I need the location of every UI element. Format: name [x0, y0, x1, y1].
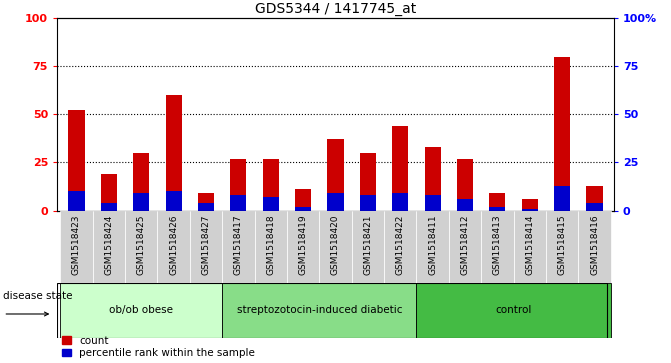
Text: GSM1518416: GSM1518416 — [590, 214, 599, 275]
Text: GSM1518412: GSM1518412 — [460, 214, 470, 275]
Bar — [133, 193, 150, 211]
Bar — [60, 211, 93, 283]
Bar — [101, 174, 117, 211]
Bar — [198, 203, 214, 211]
Bar — [230, 159, 246, 211]
Bar — [262, 197, 279, 211]
Bar — [327, 193, 344, 211]
Bar — [521, 199, 538, 211]
Text: GSM1518421: GSM1518421 — [364, 214, 372, 275]
Bar — [554, 185, 570, 211]
Bar — [513, 211, 546, 283]
Text: GSM1518423: GSM1518423 — [72, 214, 81, 275]
Bar — [586, 185, 603, 211]
Bar — [101, 203, 117, 211]
Bar — [327, 139, 344, 211]
Bar — [295, 189, 311, 211]
Bar — [425, 147, 441, 211]
Bar — [68, 191, 85, 211]
Text: GSM1518420: GSM1518420 — [331, 214, 340, 275]
Bar — [254, 211, 287, 283]
Text: GSM1518417: GSM1518417 — [234, 214, 243, 275]
Bar — [222, 211, 254, 283]
Bar — [190, 211, 222, 283]
Bar — [198, 193, 214, 211]
Text: disease state: disease state — [3, 291, 73, 301]
Bar — [417, 211, 449, 283]
Bar — [449, 211, 481, 283]
Bar — [295, 207, 311, 211]
Text: GSM1518415: GSM1518415 — [558, 214, 566, 275]
Bar — [166, 95, 182, 211]
Bar — [60, 283, 222, 338]
Bar — [546, 211, 578, 283]
Bar — [384, 211, 417, 283]
Bar — [392, 126, 409, 211]
Text: GSM1518422: GSM1518422 — [396, 214, 405, 274]
Bar — [578, 211, 611, 283]
Text: control: control — [495, 305, 532, 315]
Title: GDS5344 / 1417745_at: GDS5344 / 1417745_at — [255, 2, 416, 16]
Bar — [93, 211, 125, 283]
Bar — [360, 153, 376, 211]
Bar — [230, 195, 246, 211]
Text: GSM1518424: GSM1518424 — [105, 214, 113, 274]
Bar — [417, 283, 611, 338]
Text: GSM1518426: GSM1518426 — [169, 214, 178, 275]
Bar — [319, 211, 352, 283]
Text: GSM1518425: GSM1518425 — [137, 214, 146, 275]
Legend: count, percentile rank within the sample: count, percentile rank within the sample — [62, 336, 255, 358]
Bar — [133, 153, 150, 211]
Bar — [287, 211, 319, 283]
Bar — [521, 209, 538, 211]
Bar — [425, 195, 441, 211]
Text: GSM1518419: GSM1518419 — [299, 214, 307, 275]
Bar — [489, 207, 505, 211]
Bar — [352, 211, 384, 283]
Bar — [360, 195, 376, 211]
Text: GSM1518427: GSM1518427 — [201, 214, 211, 275]
Bar — [489, 193, 505, 211]
Bar — [586, 203, 603, 211]
Text: ob/ob obese: ob/ob obese — [109, 305, 173, 315]
Text: GSM1518414: GSM1518414 — [525, 214, 534, 275]
Bar — [158, 211, 190, 283]
Text: GSM1518413: GSM1518413 — [493, 214, 502, 275]
Bar — [481, 211, 513, 283]
Bar — [457, 199, 473, 211]
Text: GSM1518418: GSM1518418 — [266, 214, 275, 275]
Bar — [392, 193, 409, 211]
Bar — [125, 211, 158, 283]
Bar — [222, 283, 417, 338]
Bar — [457, 159, 473, 211]
Text: GSM1518411: GSM1518411 — [428, 214, 437, 275]
Bar — [166, 191, 182, 211]
Text: streptozotocin-induced diabetic: streptozotocin-induced diabetic — [237, 305, 402, 315]
Bar — [262, 159, 279, 211]
Bar — [68, 110, 85, 211]
Bar — [554, 57, 570, 211]
